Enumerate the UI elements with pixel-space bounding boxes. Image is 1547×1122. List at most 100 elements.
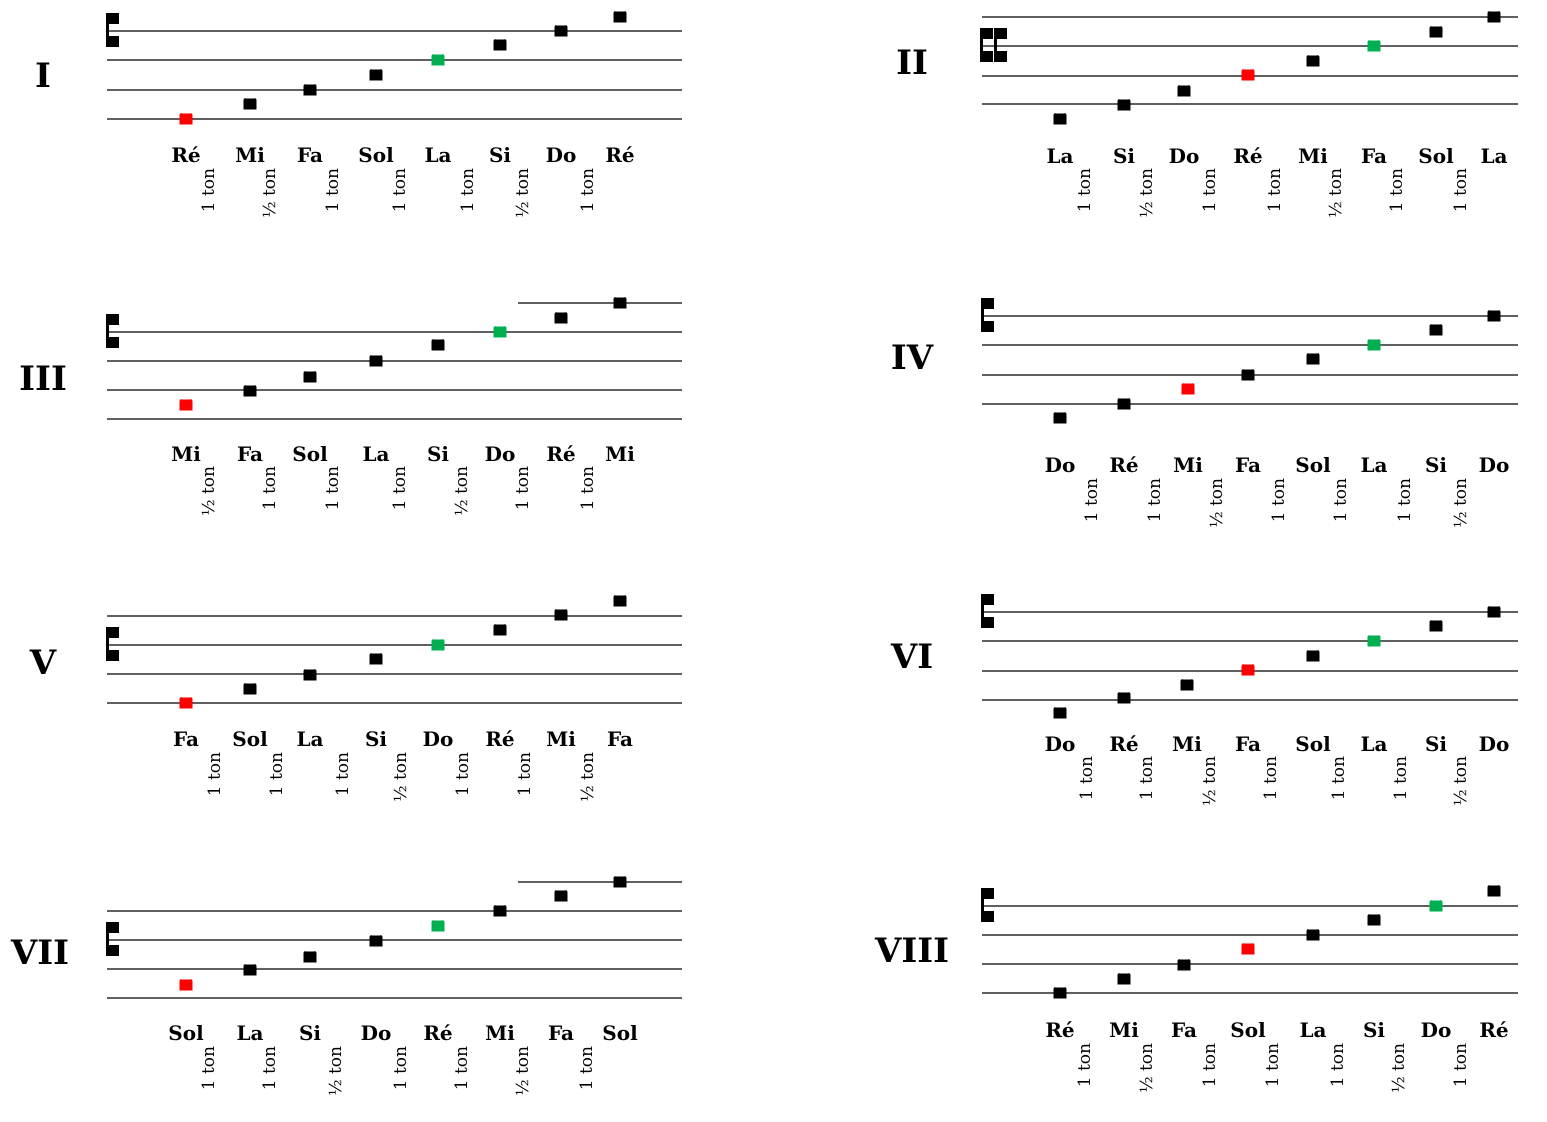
note-head	[1306, 55, 1320, 67]
dominant-note-head	[1429, 900, 1443, 912]
note-name-label: Do	[1479, 453, 1510, 477]
note-name-label: Si	[1425, 732, 1447, 756]
note-head	[303, 669, 317, 681]
note-name-label: Sol	[1295, 732, 1331, 756]
staff	[982, 905, 1518, 994]
interval-label: 1 ton	[577, 1046, 597, 1090]
interval-label: ½ ton	[1389, 1043, 1409, 1093]
note-head	[1053, 987, 1067, 999]
note-head	[369, 69, 383, 81]
note-name-label: Ré	[1233, 144, 1262, 168]
interval-label: ½ ton	[452, 466, 472, 516]
note-head	[554, 890, 568, 902]
mode-panel-4: IV Do Ré Mi Fa Sol La Si Do 1 ton 1 ton ½ ton 1 ton 1…	[891, 298, 1518, 528]
interval-label: 1 ton	[578, 168, 598, 212]
interval-label: 1 ton	[199, 168, 219, 212]
note-name-label: Sol	[1230, 1018, 1266, 1042]
interval-label: 1 ton	[323, 466, 343, 510]
note-head	[493, 39, 507, 51]
final-note-head	[1241, 664, 1255, 676]
interval-label: 1 ton	[1387, 168, 1407, 212]
note-head	[1429, 26, 1443, 38]
note-name-label: Si	[1425, 453, 1447, 477]
note-name-label: Sol	[358, 143, 394, 167]
note-head	[1487, 606, 1501, 618]
interval-label: ½ ton	[1137, 1043, 1157, 1093]
note-head	[243, 98, 257, 110]
note-head	[1053, 113, 1067, 125]
note-head	[243, 683, 257, 695]
interval-label: ½ ton	[199, 466, 219, 516]
note-name-label: Mi	[235, 143, 265, 167]
note-head	[613, 595, 627, 607]
note-name-label: Sol	[232, 727, 268, 751]
mode-numeral: IV	[891, 338, 934, 378]
note-name-label: Do	[1479, 732, 1510, 756]
note-name-label: Sol	[1418, 144, 1454, 168]
note-head	[1487, 310, 1501, 322]
mode-numeral: V	[29, 643, 57, 683]
note-name-label: Si	[1113, 144, 1135, 168]
note-head	[431, 339, 445, 351]
note-name-label: Fa	[1361, 144, 1387, 168]
staff	[107, 30, 682, 120]
interval-label: 1 ton	[1328, 1043, 1348, 1087]
interval-label: 1 ton	[333, 752, 353, 796]
mode-numeral: VI	[890, 637, 933, 677]
note-name-label: La	[236, 1021, 263, 1045]
note-head	[243, 385, 257, 397]
note-name-label: Mi	[171, 442, 201, 466]
note-head	[369, 935, 383, 947]
note-name-label: La	[1299, 1018, 1326, 1042]
note-head	[554, 312, 568, 324]
dominant-note-head	[1367, 339, 1381, 351]
final-note-head	[1241, 69, 1255, 81]
note-head	[303, 371, 317, 383]
final-note-head	[1241, 943, 1255, 955]
mode-numeral: I	[35, 56, 51, 96]
note-name-label: Si	[299, 1021, 321, 1045]
note-name-label: Si	[365, 727, 387, 751]
dominant-note-head	[1367, 635, 1381, 647]
note-head	[613, 876, 627, 888]
interval-label: ½ ton	[1326, 168, 1346, 218]
note-name-label: Mi	[1172, 732, 1202, 756]
note-name-label: Mi	[485, 1021, 515, 1045]
note-head	[1306, 929, 1320, 941]
note-name-label: Do	[485, 442, 516, 466]
note-name-label: Mi	[605, 442, 635, 466]
note-head	[1429, 324, 1443, 336]
interval-label: 1 ton	[458, 168, 478, 212]
interval-label: 1 ton	[1451, 168, 1471, 212]
note-head	[1180, 679, 1194, 691]
note-name-label: La	[296, 727, 323, 751]
interval-label: 1 ton	[1261, 756, 1281, 800]
interval-label: 1 ton	[1077, 756, 1097, 800]
c-clef-icon	[980, 28, 993, 62]
note-head	[1487, 885, 1501, 897]
interval-label: ½ ton	[1137, 168, 1157, 218]
dominant-note-head	[431, 920, 445, 932]
note-name-label: Fa	[1235, 453, 1261, 477]
interval-label: 1 ton	[390, 168, 410, 212]
interval-label: 1 ton	[453, 752, 473, 796]
interval-label: 1 ton	[205, 752, 225, 796]
note-name-label: Do	[1045, 732, 1076, 756]
interval-label: ½ ton	[391, 752, 411, 802]
note-name-label: Ré	[546, 442, 575, 466]
mode-panel-1: IRé Mi Fa Sol La Si Do Ré1 ton ½ ton 1 ton 1 ton 1 …	[35, 11, 682, 218]
interval-label: 1 ton	[1137, 756, 1157, 800]
staff	[107, 302, 682, 420]
interval-label: 1 ton	[1200, 168, 1220, 212]
final-note-head	[179, 979, 193, 991]
note-head	[1177, 85, 1191, 97]
c-clef-icon	[981, 888, 994, 922]
note-head	[1306, 353, 1320, 365]
interval-label: 1 ton	[1145, 478, 1165, 522]
note-name-label: Sol	[1295, 453, 1331, 477]
interval-label: 1 ton	[578, 466, 598, 510]
dominant-note-head	[1367, 40, 1381, 52]
interval-label: ½ ton	[1451, 756, 1471, 806]
